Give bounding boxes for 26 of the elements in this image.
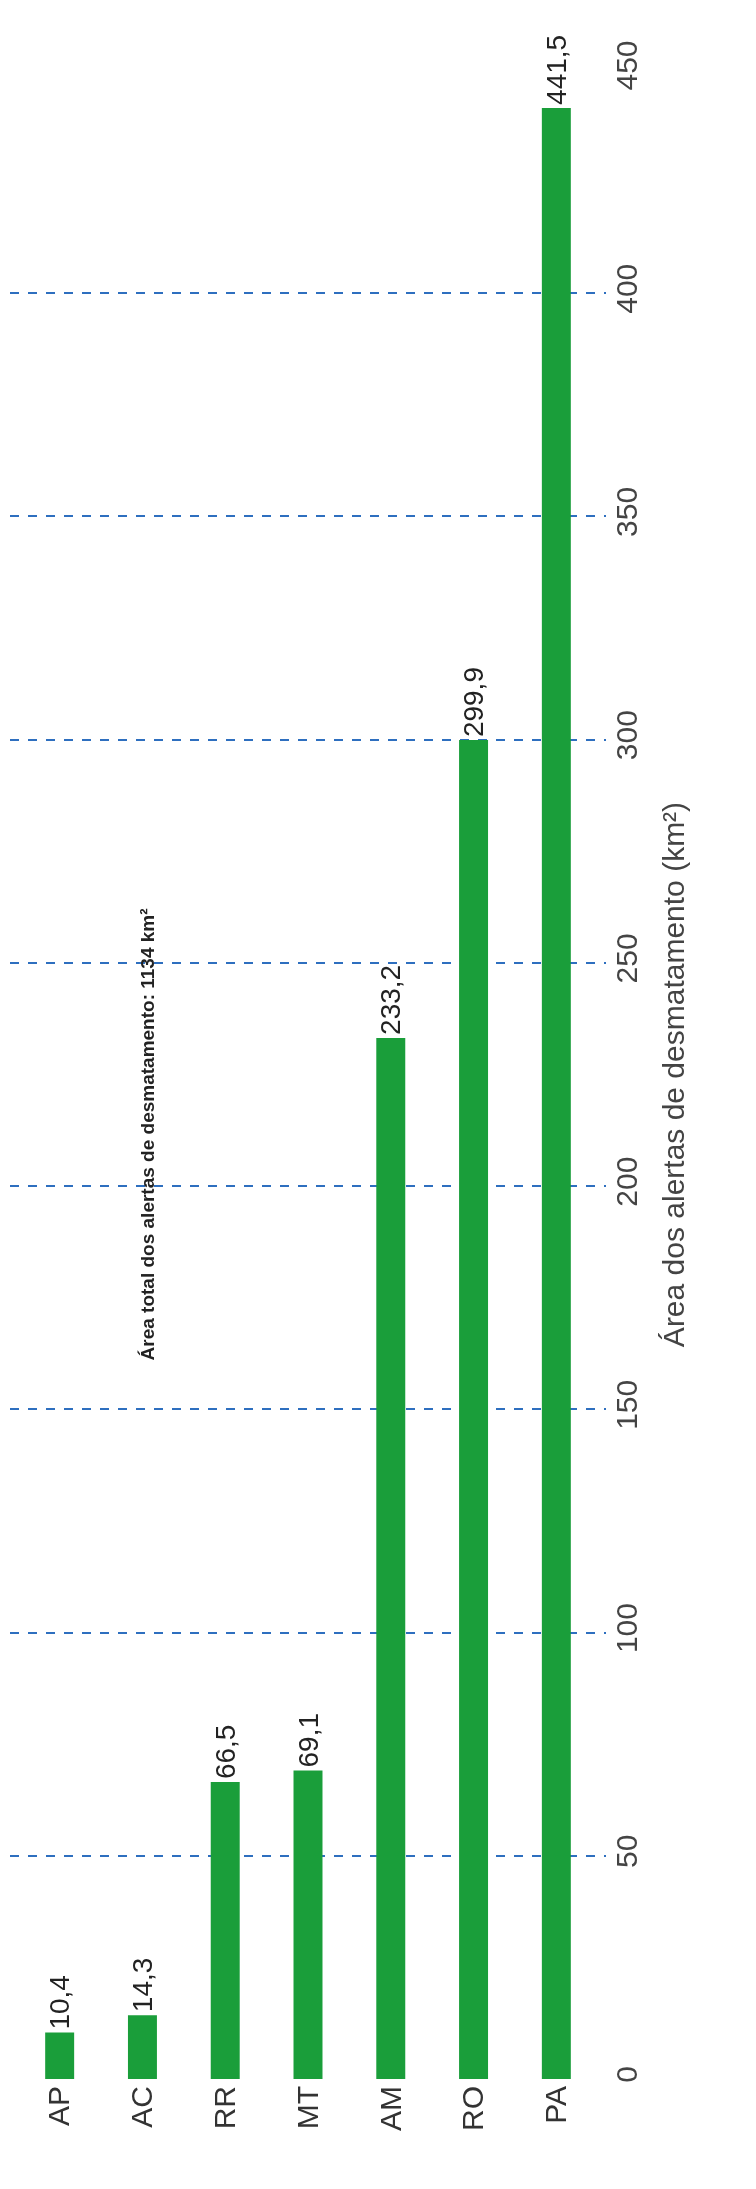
annotation: Área total dos alertas de desmatamento: 1134 km² [136, 908, 158, 1361]
x-tick-label: RR [207, 2086, 241, 2130]
y-tick-label: 100 [610, 1603, 643, 1654]
x-tick-label: AM [373, 2086, 407, 2131]
data-label: 233,2 [375, 964, 407, 1035]
data-label: 299,9 [458, 667, 490, 738]
y-tick-label: 350 [610, 486, 643, 537]
x-tick-label: AC [125, 2086, 159, 2128]
y-tick-label: 250 [610, 933, 643, 984]
data-label: 66,5 [209, 1724, 241, 1780]
y-tick-label: 200 [610, 1156, 643, 1207]
data-label: 14,3 [126, 1957, 158, 2013]
x-tick-label: AP [42, 2086, 76, 2127]
y-axis-title: Área dos alertas de desmatamento (km²) [656, 801, 690, 1348]
y-tick-label: 50 [610, 1834, 643, 1868]
y-tick-label: 300 [610, 710, 643, 761]
data-label: 10,4 [44, 1975, 76, 2030]
x-tick-label: MT [290, 2086, 324, 2130]
data-label: 441,5 [540, 34, 572, 105]
x-tick-label: PA [539, 2086, 573, 2124]
y-tick-label: 450 [610, 40, 643, 91]
y-tick-label: 400 [610, 263, 643, 314]
y-tick-label: 0 [610, 2066, 643, 2083]
y-tick-label: 150 [610, 1379, 643, 1430]
data-label: 69,1 [292, 1713, 324, 1768]
x-tick-label: RO [456, 2086, 490, 2131]
